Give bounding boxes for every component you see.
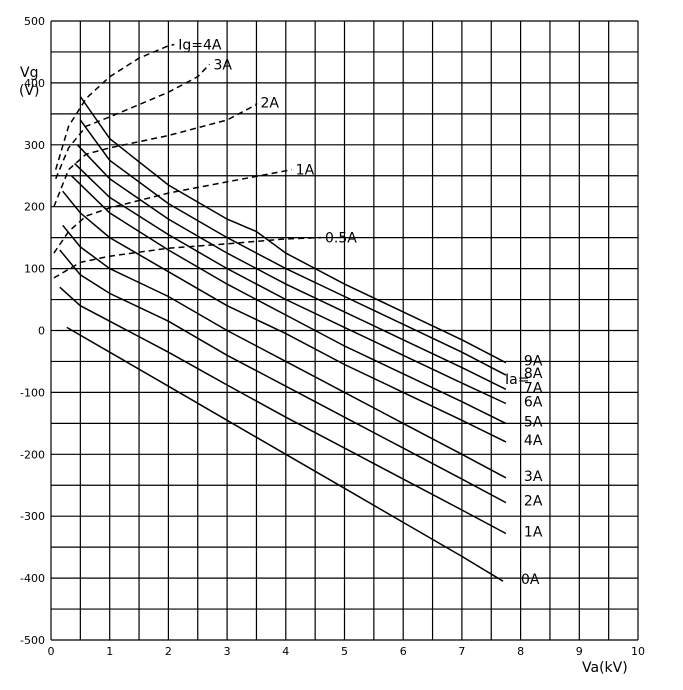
y-tick-label: -500: [20, 634, 45, 647]
anode-curve-5A: [70, 175, 507, 425]
anode-curve-2A: [59, 249, 507, 504]
anode-curve-label: 8A: [524, 366, 543, 382]
x-tick-label: 8: [517, 645, 524, 658]
grid-curve-label: Ig=4A: [178, 38, 222, 54]
x-tick-label: 3: [224, 645, 231, 658]
anode-current-curves: [59, 96, 507, 582]
anode-curve-0A: [66, 326, 504, 582]
grid-curve-label: 0.5A: [325, 231, 357, 247]
x-tick-label: 10: [631, 645, 645, 658]
x-tick-label: 1: [106, 645, 113, 658]
x-tick-label: 5: [341, 645, 348, 658]
y-tick-label: -200: [20, 448, 45, 461]
y-tick-label: -300: [20, 510, 45, 523]
anode-curve-label: 2A: [524, 494, 543, 510]
y-axis-label-line2: (V): [19, 83, 40, 99]
anode-curve-label: 6A: [524, 395, 543, 411]
anode-curve-label: 3A: [524, 469, 543, 485]
x-tick-label: 2: [165, 645, 172, 658]
y-tick-label: 200: [24, 201, 45, 214]
grid-curve-3A: [55, 63, 211, 180]
grid-current-curves: [53, 43, 322, 279]
x-tick-label: 4: [282, 645, 289, 658]
x-tick-label: 9: [576, 645, 583, 658]
grid-curve-2A: [53, 102, 258, 207]
y-tick-label: 500: [24, 15, 45, 28]
anode-curve-6A: [73, 162, 507, 405]
anode-curve-9A: [79, 96, 507, 364]
x-axis-label: Va(kV): [582, 660, 628, 676]
grid-curve-1A: [53, 168, 292, 254]
y-tick-label: 300: [24, 139, 45, 152]
x-tick-label: 7: [458, 645, 465, 658]
anode-curve-label: 1A: [524, 525, 543, 541]
anode-curve-label: 7A: [524, 380, 543, 396]
anode-curve-7A: [76, 144, 507, 390]
y-axis-label-line1: Vg: [20, 65, 38, 81]
anode-curve-label: 9A: [524, 354, 543, 370]
y-tick-label: -400: [20, 572, 45, 585]
anode-curve-label: 4A: [524, 433, 543, 449]
anode-current-header: Ia=: [505, 372, 529, 388]
grid-curve-label: 1A: [296, 163, 315, 179]
anode-curve-label: 0A: [521, 572, 540, 588]
y-tick-label: 400: [24, 77, 45, 90]
grid-curve-label: 2A: [260, 96, 279, 112]
y-tick-label: -100: [20, 386, 45, 399]
anode-curve-label: 5A: [524, 414, 543, 430]
y-tick-label: 100: [24, 263, 45, 276]
anode-curve-4A: [62, 190, 507, 443]
anode-curve-8A: [79, 119, 507, 376]
grid-curve-0.5A: [53, 236, 322, 279]
anode-curve-3A: [62, 224, 507, 479]
grid-lines: [50, 20, 639, 641]
tick-labels: 0 1 2 3 4 5 6 7 8 9 10 -500 -400 -300 -200 -100 0 100 200 3…: [20, 15, 645, 658]
x-tick-label: 6: [400, 645, 407, 658]
anode-curve-1A: [59, 286, 507, 535]
y-tick-label: 0: [38, 325, 45, 338]
grid-curve-Ig=4A: [54, 43, 175, 170]
grid-curve-label: 3A: [213, 57, 232, 73]
x-tick-label: 0: [48, 645, 55, 658]
